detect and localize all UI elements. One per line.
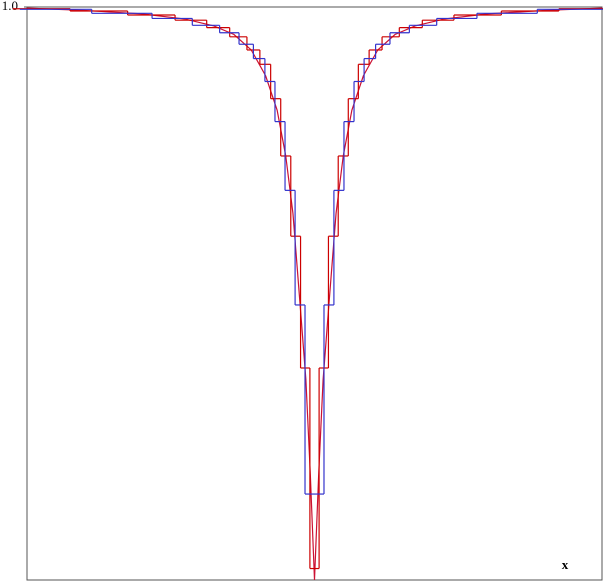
y-tick-label: 1.0 [2, 0, 18, 13]
x-axis-label: x [562, 557, 569, 572]
curve [26, 7, 603, 581]
